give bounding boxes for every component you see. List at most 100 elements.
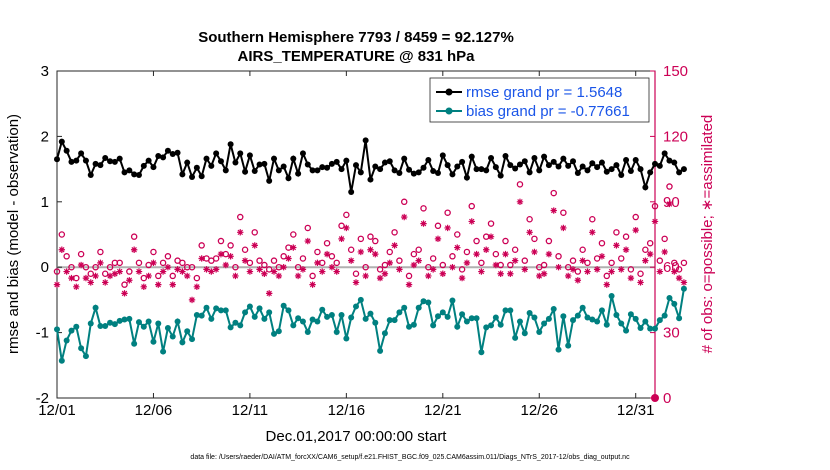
obs-assimilated-point — [507, 270, 514, 277]
obs-assimilated-point — [656, 268, 664, 275]
bias-point — [613, 311, 620, 318]
bias-point — [579, 304, 586, 311]
obs-possible-point — [333, 259, 340, 267]
rmse-point — [362, 137, 369, 144]
bias-point — [468, 315, 475, 322]
obs-assimilated-point — [646, 250, 654, 258]
bias-point — [478, 349, 485, 356]
bias-point — [444, 313, 451, 320]
y-tick-label-right: 30 — [663, 325, 680, 342]
rmse-point — [160, 154, 167, 161]
obs-assimilated-point — [680, 279, 688, 286]
obs-possible-point — [212, 255, 220, 262]
bias-point — [459, 311, 466, 318]
obs-possible-point — [400, 198, 408, 206]
rmse-point — [521, 158, 528, 165]
obs-assimilated-point — [92, 272, 99, 280]
obs-assimilated-point — [237, 229, 244, 236]
rmse-point — [401, 155, 408, 162]
rmse-point — [434, 170, 441, 177]
obs-possible-point — [651, 202, 659, 210]
obs-assimilated-point — [429, 266, 437, 273]
bias-point — [473, 315, 480, 322]
obs-possible-point — [126, 268, 133, 275]
rmse-point — [637, 166, 644, 173]
obs-assimilated-point — [251, 242, 258, 249]
x-tick-label: 12/31 — [617, 402, 655, 419]
bias-point — [521, 330, 528, 337]
obs-possible-point — [434, 222, 442, 230]
obs-possible-point — [352, 270, 360, 277]
bias-point — [463, 318, 470, 325]
obs-assimilated-point — [227, 253, 234, 260]
bias-point — [372, 319, 379, 326]
obs-assimilated-point — [401, 213, 408, 221]
y-tick-label-left: 1 — [41, 194, 49, 211]
obs-assimilated-point — [208, 268, 215, 275]
obs-assimilated-point — [651, 218, 659, 225]
obs-assimilated-point — [386, 259, 393, 267]
obs-assimilated-point — [145, 272, 152, 280]
bias-point — [140, 323, 147, 330]
bias-point — [333, 328, 340, 335]
obs-assimilated-point — [73, 283, 80, 291]
bias-point — [304, 328, 311, 335]
bias-point — [63, 337, 70, 344]
obs-assimilated-point — [483, 246, 490, 253]
bias-point — [652, 325, 658, 332]
obs-possible-point — [179, 259, 186, 267]
obs-assimilated-point — [642, 257, 649, 264]
obs-possible-point — [458, 266, 466, 273]
obs-possible-point — [198, 242, 205, 249]
legend-box — [429, 77, 650, 123]
rmse-point — [68, 158, 75, 165]
rmse-point — [381, 159, 388, 166]
rmse-point — [280, 163, 287, 170]
obs-assimilated-point — [372, 250, 379, 258]
obs-assimilated-point — [106, 272, 114, 280]
rmse-point — [135, 171, 142, 178]
rmse-point — [574, 170, 581, 177]
rmse-point — [463, 174, 470, 181]
obs-assimilated-point — [82, 274, 90, 282]
bias-point — [338, 311, 345, 318]
obs-assimilated-point — [449, 264, 456, 271]
bias-point — [545, 315, 552, 322]
rmse-point — [444, 162, 451, 169]
obs-possible-point — [671, 259, 678, 267]
obs-possible-point — [589, 215, 596, 223]
y-tick-label-left: -2 — [36, 390, 49, 407]
obs-possible-point — [492, 250, 500, 258]
bias-point — [155, 320, 162, 327]
legend-bias-marker — [445, 107, 453, 115]
bias-point — [594, 318, 601, 325]
bias-point — [275, 328, 282, 335]
obs-assimilated-point — [193, 283, 201, 291]
obs-possible-point — [627, 266, 635, 273]
obs-possible-point — [130, 233, 138, 240]
rmse-point — [222, 167, 229, 174]
rmse-point — [353, 162, 359, 169]
rmse-point — [213, 150, 220, 157]
obs-assimilated-point — [425, 272, 432, 280]
x-tick-label: 12/01 — [38, 402, 76, 419]
obs-assimilated-point — [111, 270, 119, 277]
rmse-point — [174, 149, 181, 156]
bias-point — [362, 315, 369, 322]
obs-possible-point — [478, 259, 485, 267]
obs-possible-point — [97, 248, 104, 256]
obs-assimilated-point — [671, 268, 678, 275]
obs-possible-point — [603, 272, 611, 280]
obs-possible-point — [646, 239, 654, 247]
obs-possible-point — [256, 257, 263, 264]
obs-assimilated-point — [492, 261, 500, 269]
plot-area — [56, 70, 656, 399]
rmse-point — [78, 150, 85, 157]
x-tick-label: 12/06 — [135, 402, 173, 419]
obs-possible-point — [661, 235, 668, 243]
obs-assimilated-point — [179, 268, 186, 275]
obs-possible-point — [617, 255, 625, 262]
bias-point — [102, 323, 109, 330]
rmse-point — [116, 155, 123, 162]
bias-point — [410, 321, 417, 328]
